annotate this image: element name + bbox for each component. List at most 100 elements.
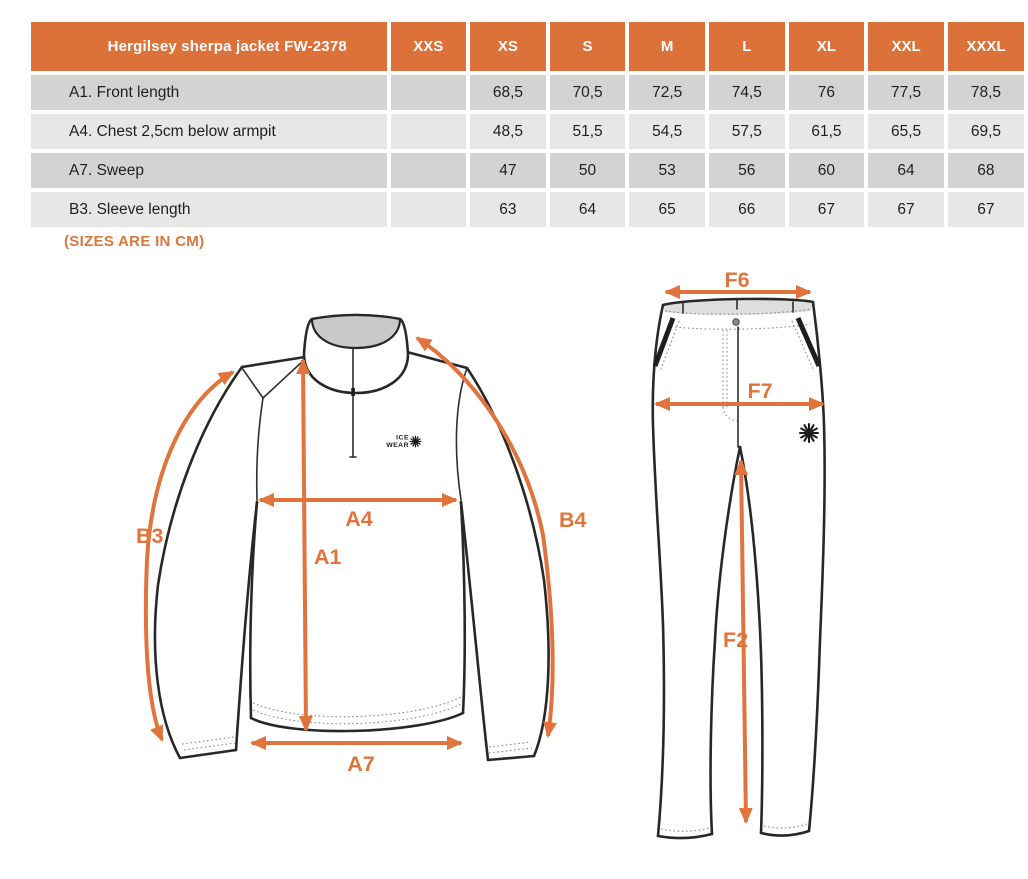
pants-diagram: F6 F7 F2: [651, 268, 826, 840]
size-header-xxs: XXS: [390, 22, 467, 71]
size-header-xl: XL: [788, 22, 865, 71]
pants-outline: [651, 300, 826, 840]
size-table-body: A1. Front length 68,5 70,5 72,5 74,5 76 …: [31, 75, 1024, 227]
snowflake-icon: [409, 435, 422, 448]
size-table-header: Hergilsey sherpa jacket FW-2378 XXS XS S…: [31, 22, 1024, 71]
size-value-cell: 61,5: [788, 114, 865, 149]
measurement-label-f6: F6: [724, 268, 749, 292]
jacket-measurements: B3 B4 A1 A4 A7: [136, 336, 587, 776]
measurement-row-a7: A7. Sweep 47 50 53 56 60 64 68: [31, 153, 1024, 188]
size-header-xxxl: XXXL: [947, 22, 1024, 71]
size-value-cell: 53: [629, 153, 705, 188]
jacket-collar: [302, 313, 410, 395]
size-value-cell: 67: [788, 192, 865, 227]
hem-stitching: [660, 827, 711, 832]
size-value-cell: 65: [629, 192, 705, 227]
measurement-arrow-b3: [143, 370, 235, 742]
size-value-cell: 70,5: [549, 75, 626, 110]
fly-detail: [722, 326, 739, 448]
measurement-label-cell: A4. Chest 2,5cm below armpit: [31, 114, 387, 149]
jacket-left-sleeve: [153, 365, 259, 760]
right-pocket-trim: [795, 316, 822, 368]
size-value-cell: 56: [708, 153, 785, 188]
snowflake-icon: [798, 422, 820, 444]
measurement-arrow-f2: [734, 459, 753, 824]
size-header-l: L: [708, 22, 785, 71]
size-value-cell: [390, 192, 467, 227]
size-header-xs: XS: [470, 22, 546, 71]
cuff-stitching: [488, 741, 532, 748]
size-value-cell: 68,5: [470, 75, 546, 110]
right-pocket-stitching: [791, 320, 814, 370]
size-value-cell: 64: [868, 153, 944, 188]
size-value-cell: 63: [470, 192, 546, 227]
jacket-diagram: ICE WEAR B3 B4 A1 A4 A7: [136, 313, 587, 776]
cuff-stitching: [488, 747, 533, 754]
size-table: Hergilsey sherpa jacket FW-2378 XXS XS S…: [27, 18, 1028, 231]
size-value-cell: 77,5: [868, 75, 944, 110]
sizes-note: (SIZES ARE IN CM): [64, 233, 205, 250]
hem-stitching: [252, 696, 462, 718]
size-value-cell: 72,5: [629, 75, 705, 110]
size-header-s: S: [549, 22, 626, 71]
waistband-top-fill: [663, 298, 813, 315]
measurement-label-f7: F7: [747, 379, 772, 403]
size-value-cell: 78,5: [947, 75, 1024, 110]
measurement-row-a1: A1. Front length 68,5 70,5 72,5 74,5 76 …: [31, 75, 1024, 110]
jacket-right-sleeve: [459, 366, 550, 762]
size-value-cell: 47: [470, 153, 546, 188]
left-pocket-trim: [652, 317, 676, 367]
size-value-cell: 60: [788, 153, 865, 188]
size-value-cell: 66: [708, 192, 785, 227]
size-value-cell: [390, 75, 467, 110]
measurement-label-cell: B3. Sleeve length: [31, 192, 387, 227]
zipper: [349, 348, 357, 458]
size-value-cell: 69,5: [947, 114, 1024, 149]
measurement-label-b3: B3: [136, 524, 164, 548]
header-row: Hergilsey sherpa jacket FW-2378 XXS XS S…: [31, 22, 1024, 71]
jacket-body: [248, 500, 467, 733]
hem-stitching: [763, 823, 808, 829]
size-value-cell: 67: [947, 192, 1024, 227]
measurement-label-cell: A7. Sweep: [31, 153, 387, 188]
pants-measurements: F6 F7 F2: [654, 268, 825, 824]
cuff-stitching: [181, 736, 235, 745]
measurement-label-a4: A4: [345, 507, 373, 531]
measurement-arrow-a1: [296, 358, 313, 732]
size-value-cell: 67: [868, 192, 944, 227]
measurement-row-b3: B3. Sleeve length 63 64 65 66 67 67 67: [31, 192, 1024, 227]
raglan-seam-right: [455, 367, 468, 501]
measurement-label-cell: A1. Front length: [31, 75, 387, 110]
size-value-cell: 48,5: [470, 114, 546, 149]
cuff-stitching: [183, 742, 236, 751]
size-value-cell: 76: [788, 75, 865, 110]
measurement-label-a7: A7: [347, 752, 375, 776]
size-value-cell: 54,5: [629, 114, 705, 149]
size-value-cell: [390, 153, 467, 188]
size-value-cell: 51,5: [549, 114, 626, 149]
size-value-cell: 65,5: [868, 114, 944, 149]
size-header-xxl: XXL: [868, 22, 944, 71]
size-value-cell: [390, 114, 467, 149]
product-title-cell: Hergilsey sherpa jacket FW-2378: [31, 22, 387, 71]
size-value-cell: 50: [549, 153, 626, 188]
size-value-cell: 74,5: [708, 75, 785, 110]
raglan-seam-left: [255, 397, 264, 501]
collar-inside: [310, 313, 402, 350]
size-value-cell: 64: [549, 192, 626, 227]
measurement-label-b4: B4: [559, 508, 587, 532]
size-value-cell: 57,5: [708, 114, 785, 149]
measurement-label-f2: F2: [723, 628, 748, 652]
zipper-slider: [351, 388, 355, 396]
measurement-arrow-b4: [415, 336, 557, 738]
measurement-row-a4: A4. Chest 2,5cm below armpit 48,5 51,5 5…: [31, 114, 1024, 149]
measurement-label-a1: A1: [314, 545, 342, 569]
size-header-m: M: [629, 22, 705, 71]
logo-text-line2: WEAR: [386, 442, 409, 449]
hem-stitching: [252, 703, 462, 725]
jacket-logo: ICE WEAR: [386, 435, 422, 449]
waist-button: [732, 318, 740, 326]
pants-waistband: [661, 297, 815, 330]
logo-text-line1: ICE: [396, 435, 409, 442]
